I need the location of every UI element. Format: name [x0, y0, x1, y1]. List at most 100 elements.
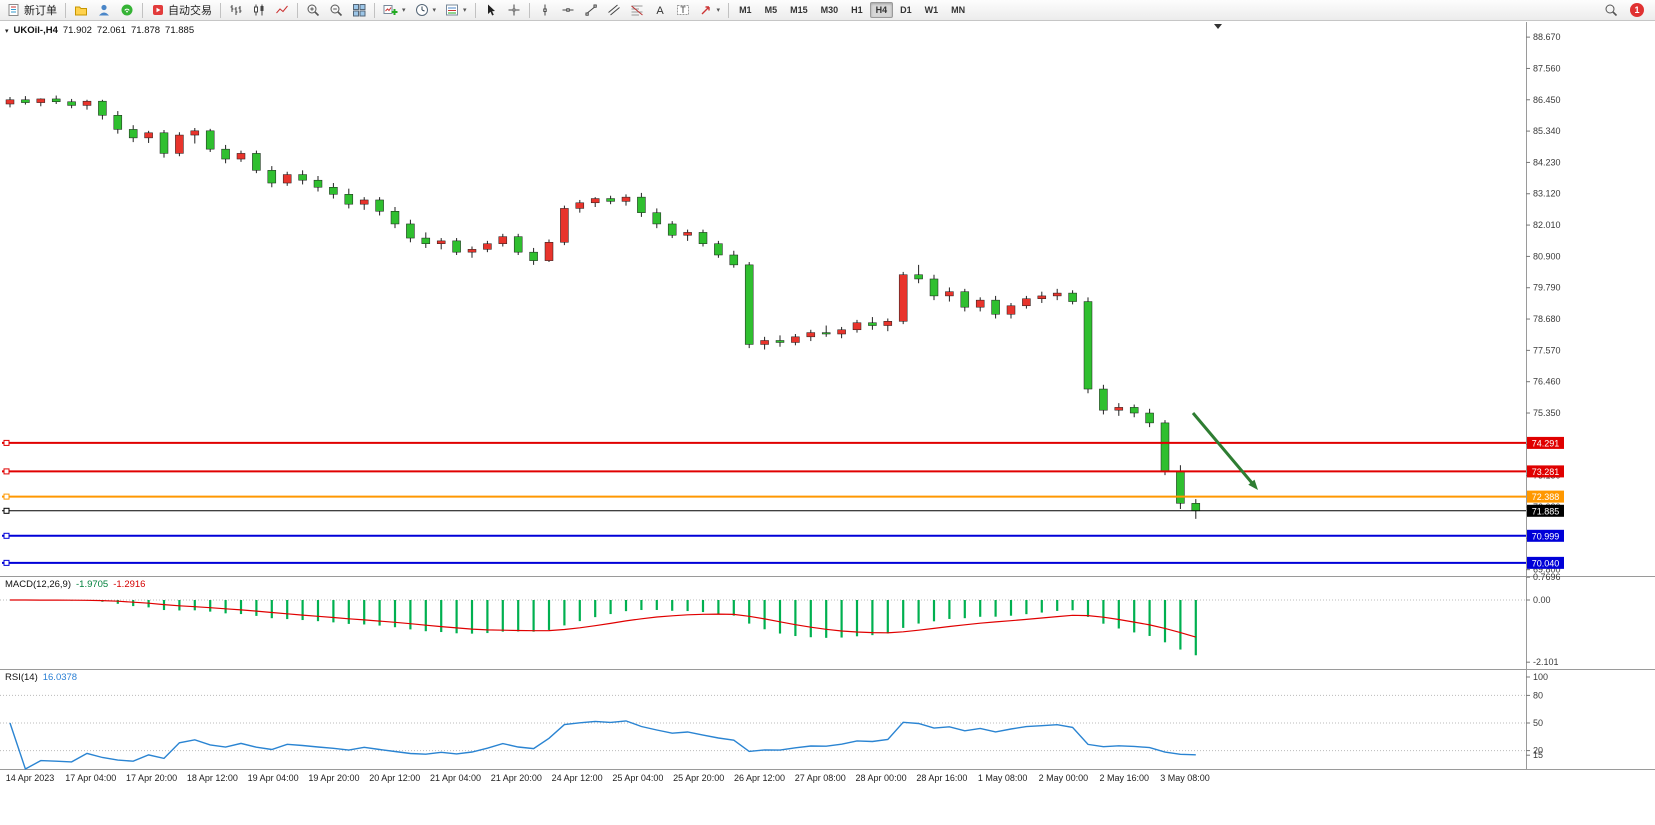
time-axis[interactable]: 14 Apr 2023 17 Apr 04:00 17 Apr 20:00 18 Ap… — [6, 773, 1210, 783]
search-button[interactable] — [1600, 1, 1622, 20]
svg-text:83.120: 83.120 — [1533, 189, 1561, 199]
new-order-label: 新订单 — [24, 5, 57, 17]
timeframe-m30-button[interactable]: M30 — [815, 2, 845, 18]
timeframe-m5-button[interactable]: M5 — [759, 2, 784, 18]
macd-signal-value: -1.2916 — [113, 579, 146, 590]
svg-text:77.570: 77.570 — [1533, 345, 1561, 355]
rsi-line — [9, 720, 1196, 771]
svg-text:21 Apr 20:00: 21 Apr 20:00 — [491, 773, 542, 783]
zoom-in-button[interactable] — [302, 1, 324, 20]
timeframe-h4-button[interactable]: H4 — [869, 2, 894, 18]
timeframe-m1-button[interactable]: M1 — [733, 2, 758, 18]
hline-70.999[interactable]: 70.999 — [2, 529, 1564, 542]
market-icon — [121, 4, 133, 16]
chevron-down-icon: ▾ — [402, 7, 406, 14]
community-button[interactable] — [93, 1, 115, 20]
svg-text:78.680: 78.680 — [1533, 314, 1561, 324]
toolbar-separator — [374, 2, 375, 18]
crosshair-button[interactable] — [503, 1, 525, 20]
svg-text:19 Apr 20:00: 19 Apr 20:00 — [308, 773, 359, 783]
period-button[interactable]: ▾ — [411, 1, 441, 20]
svg-text:76.460: 76.460 — [1533, 377, 1561, 387]
text-button[interactable]: A — [649, 1, 671, 20]
crosshair-icon — [508, 4, 520, 16]
svg-text:82.010: 82.010 — [1533, 220, 1561, 230]
trend-arrow[interactable] — [1191, 412, 1258, 490]
svg-text:80: 80 — [1533, 690, 1543, 700]
timeframe-m15-button[interactable]: M15 — [784, 2, 814, 18]
line-chart-icon — [276, 5, 288, 14]
metaeditor-button[interactable] — [70, 1, 92, 20]
bar-chart-icon — [230, 5, 242, 15]
notifications-badge[interactable]: 1 — [1630, 3, 1644, 17]
svg-text:75.350: 75.350 — [1533, 408, 1561, 418]
autoscroll-marker-icon[interactable] — [1214, 24, 1222, 29]
main-toolbar: 新订单 自动交易 ▾ ▾ ▾ — [0, 0, 1655, 21]
svg-text:2 May 00:00: 2 May 00:00 — [1039, 773, 1089, 783]
template-button[interactable]: ▾ — [441, 1, 471, 20]
svg-text:88.670: 88.670 — [1533, 32, 1561, 42]
hline-73.281[interactable]: 73.281 — [2, 465, 1564, 478]
zoom-out-button[interactable] — [325, 1, 347, 20]
toolbar-separator — [142, 2, 143, 18]
macd-signal-line — [10, 599, 1196, 638]
clock-icon — [415, 4, 428, 16]
macd-value: -1.9705 — [76, 579, 109, 590]
svg-text:79.790: 79.790 — [1533, 283, 1561, 293]
candlestick-chart-button[interactable] — [248, 1, 270, 20]
line-chart-button[interactable] — [271, 1, 293, 20]
new-order-button[interactable]: 新订单 — [3, 1, 61, 20]
new-chart-button[interactable]: ▾ — [379, 1, 410, 20]
arrows-button[interactable]: ▾ — [695, 1, 725, 20]
vertical-line-button[interactable] — [534, 1, 556, 20]
svg-text:71.885: 71.885 — [1532, 506, 1560, 516]
ohlc-low: 71.878 — [130, 25, 161, 36]
market-button[interactable] — [116, 1, 138, 20]
hline-71.885[interactable]: 71.885 — [2, 504, 1564, 517]
svg-text:0.7696: 0.7696 — [1533, 572, 1561, 582]
hline-72.388[interactable]: 72.388 — [2, 490, 1564, 503]
timeframe-mn-button[interactable]: MN — [945, 2, 971, 18]
toolbar-separator — [65, 2, 66, 18]
horizontal-line-button[interactable] — [557, 1, 579, 20]
ohlc-high: 72.061 — [96, 25, 126, 36]
channel-button[interactable] — [603, 1, 625, 20]
auto-trading-label: 自动交易 — [168, 5, 212, 17]
rsi-title: RSI(14) — [5, 672, 38, 683]
svg-text:20 Apr 12:00: 20 Apr 12:00 — [369, 773, 420, 783]
auto-trading-button[interactable]: 自动交易 — [147, 1, 216, 20]
svg-text:25 Apr 20:00: 25 Apr 20:00 — [673, 773, 724, 783]
timeframe-h1-button[interactable]: H1 — [845, 2, 869, 18]
panel-borders — [0, 22, 1655, 770]
svg-text:80.900: 80.900 — [1533, 251, 1561, 261]
chevron-down-icon: ▾ — [432, 7, 437, 14]
svg-text:2 May 16:00: 2 May 16:00 — [1099, 773, 1149, 783]
toolbar-separator — [528, 2, 530, 18]
trendline-button[interactable] — [580, 1, 602, 20]
fibonacci-button[interactable] — [626, 1, 648, 20]
timeframe-d1-button[interactable]: D1 — [894, 2, 918, 18]
svg-text:50: 50 — [1533, 718, 1543, 728]
ohlc-open: 71.902 — [62, 25, 92, 36]
hline-70.040[interactable]: 70.040 — [2, 556, 1564, 569]
candlestick-chart-icon — [254, 4, 264, 16]
chevron-down-icon: ▾ — [716, 7, 721, 14]
timeframe-w1-button[interactable]: W1 — [919, 2, 945, 18]
zoom-out-icon — [330, 4, 343, 17]
bar-chart-button[interactable] — [225, 1, 247, 20]
macd-axis[interactable]: 0.7696 0.00 -2.101 — [1526, 572, 1561, 667]
tile-windows-icon — [353, 4, 366, 17]
svg-text:20: 20 — [1533, 746, 1543, 756]
svg-text:27 Apr 08:00: 27 Apr 08:00 — [795, 773, 846, 783]
cursor-button[interactable] — [480, 1, 502, 20]
hline-74.291[interactable]: 74.291 — [2, 436, 1564, 449]
zoom-in-icon — [307, 4, 320, 17]
metaeditor-icon — [75, 6, 87, 16]
rsi-value: 16.0378 — [42, 672, 78, 683]
tile-windows-button[interactable] — [348, 1, 370, 20]
text-label-button[interactable]: T — [672, 1, 694, 20]
new-order-icon — [8, 4, 19, 16]
svg-text:24 Apr 12:00: 24 Apr 12:00 — [552, 773, 603, 783]
